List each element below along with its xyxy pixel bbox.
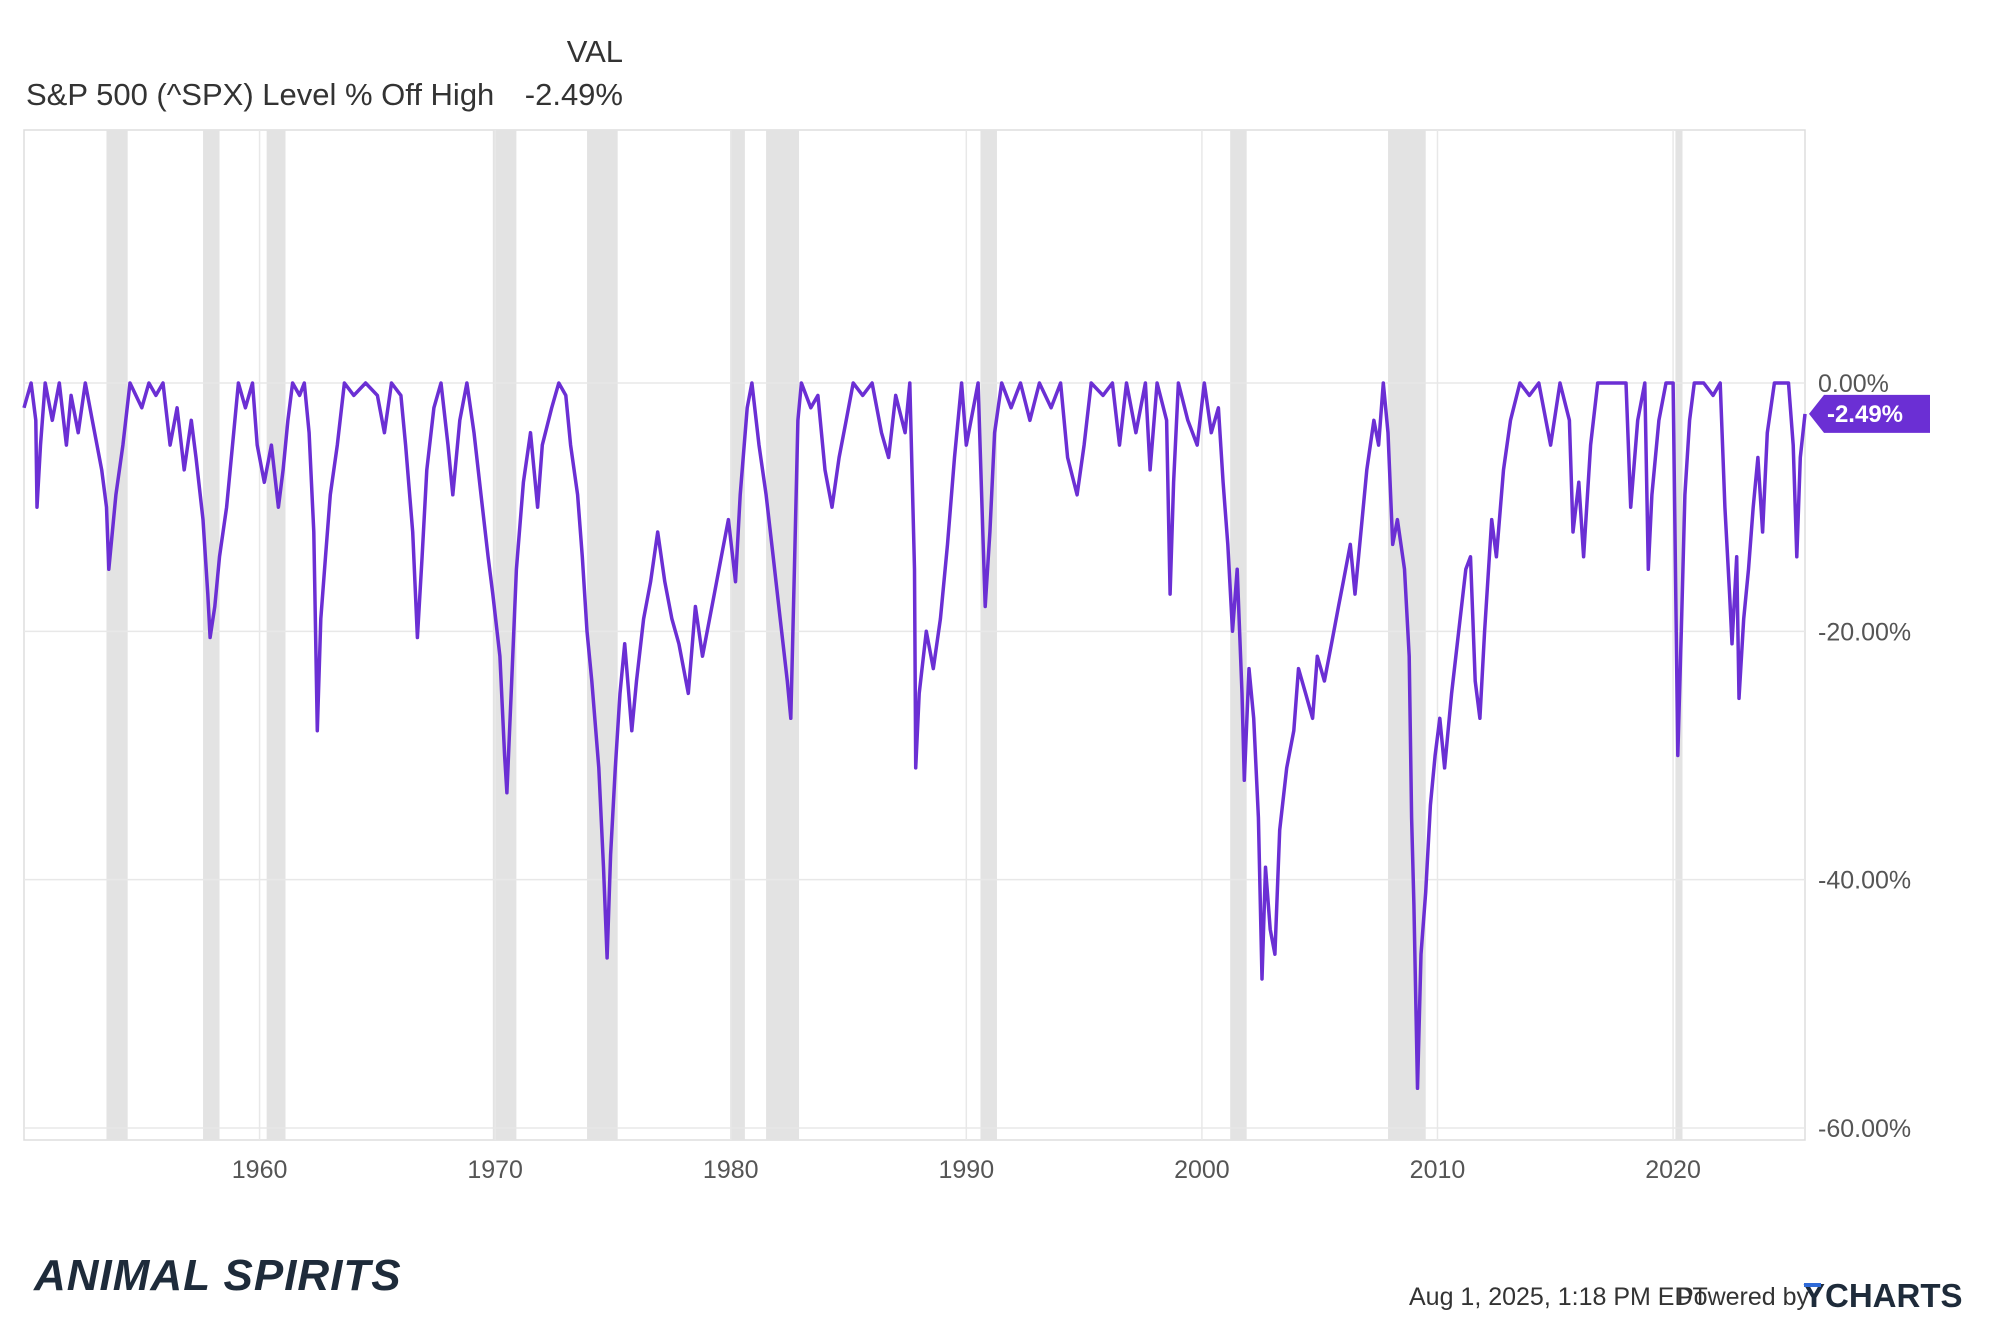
- last-value-flag-shape: [1809, 394, 1930, 433]
- recession-bands: [106, 130, 1683, 1140]
- y-tick-label--40: -40.00%: [1818, 867, 1911, 895]
- legend-series-label: S&P 500 (^SPX) Level % Off High: [26, 77, 494, 112]
- series-line-spx-off-high: [22, 381, 1807, 1091]
- x-tick-label-2020: 2020: [1645, 1156, 1701, 1184]
- y-axis-ticks: 0.00% -20.00% -40.00% -60.00%: [1818, 370, 1911, 1143]
- y-tick-label--60: -60.00%: [1818, 1115, 1911, 1143]
- recession-band-3: [266, 130, 286, 1140]
- legend-header: VAL: [567, 34, 623, 69]
- x-tick-label-1990: 1990: [939, 1156, 995, 1184]
- x-tick-label-2000: 2000: [1174, 1156, 1230, 1184]
- legend-series-value: -2.49%: [525, 77, 623, 112]
- ycharts-logo-accent-icon: [1804, 1283, 1821, 1287]
- recession-band-11: [1675, 130, 1683, 1140]
- recession-band-1: [106, 130, 128, 1140]
- recession-band-8: [980, 130, 997, 1140]
- plot-frame: [23, 129, 1806, 1141]
- footer-powered-by: Powered by: [1677, 1283, 1810, 1311]
- footer-timestamp: Aug 1, 2025, 1:18 PM EDT: [1409, 1283, 1708, 1311]
- ycharts-logo: YCHARTS: [1803, 1277, 1963, 1314]
- animal-spirits-logo: ANIMAL SPIRITS: [33, 1251, 402, 1300]
- last-value-flag: -2.49%: [1809, 394, 1930, 433]
- grid-lines: [24, 130, 1805, 1140]
- x-tick-label-1980: 1980: [703, 1156, 759, 1184]
- y-tick-label-0: 0.00%: [1818, 370, 1889, 398]
- x-axis-ticks: 1960 1970 1980 1990 2000 2010 2020: [232, 1156, 1701, 1184]
- x-tick-label-2010: 2010: [1410, 1156, 1466, 1184]
- recession-band-5: [587, 130, 618, 1140]
- x-tick-label-1970: 1970: [467, 1156, 523, 1184]
- last-value-label: -2.49%: [1827, 401, 1903, 428]
- recession-band-6: [730, 130, 745, 1140]
- x-tick-label-1960: 1960: [232, 1156, 288, 1184]
- y-tick-label--20: -20.00%: [1818, 618, 1911, 646]
